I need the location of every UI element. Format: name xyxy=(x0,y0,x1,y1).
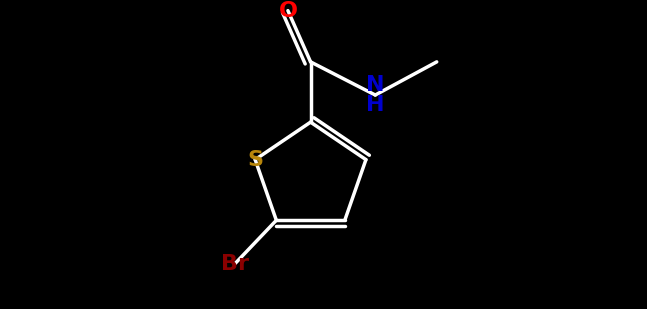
Text: H: H xyxy=(366,95,384,115)
Text: O: O xyxy=(278,1,298,21)
Text: S: S xyxy=(247,150,263,170)
Text: N: N xyxy=(366,75,384,95)
Text: Br: Br xyxy=(221,254,248,274)
